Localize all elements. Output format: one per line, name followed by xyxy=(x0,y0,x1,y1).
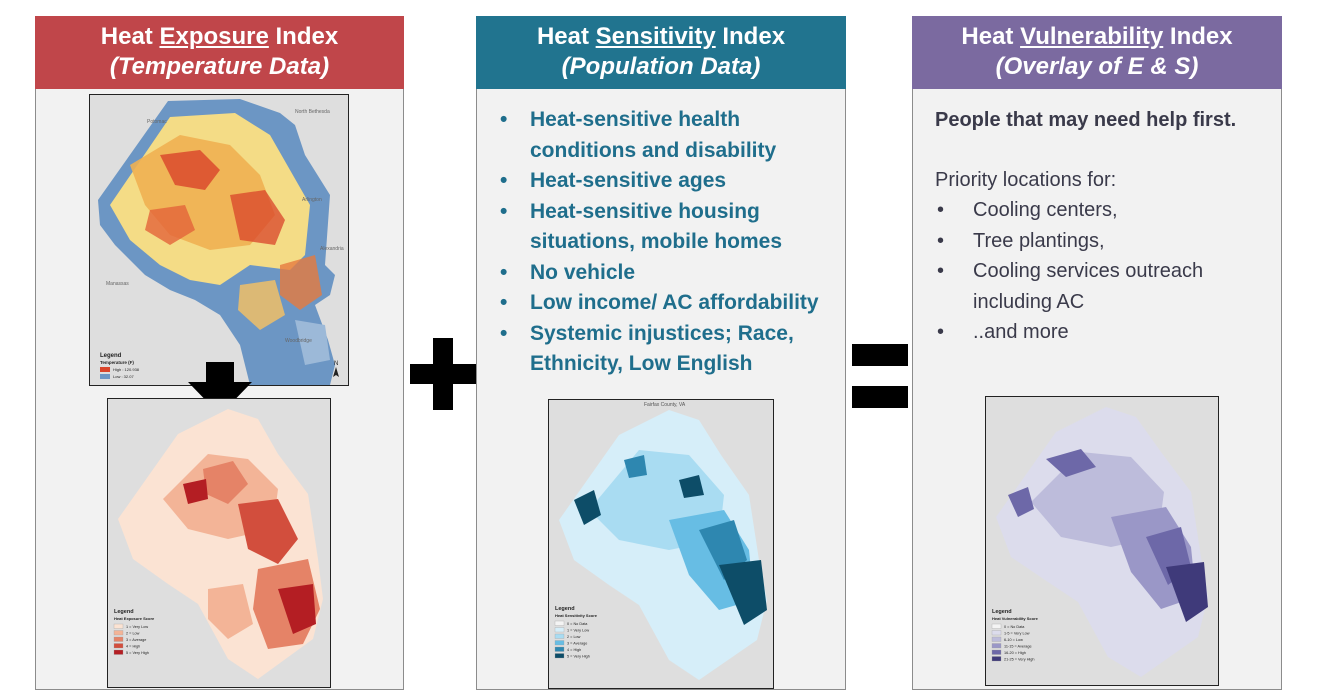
legend-swatch xyxy=(113,623,124,629)
list-item: Cooling centers, xyxy=(935,195,1265,226)
legend-label: 3 = Average xyxy=(126,638,146,642)
legend-swatch xyxy=(991,649,1002,655)
list-item: ..and more xyxy=(935,317,1265,348)
legend-label: 4 = High xyxy=(126,645,140,649)
temperature-map: Potomac North Bethesda Arlington Alexand… xyxy=(89,94,349,386)
legend-swatch xyxy=(113,630,124,636)
legend-swatch xyxy=(554,620,565,626)
sensitivity-header: Heat Sensitivity Index (Population Data) xyxy=(476,16,846,89)
vulnerability-legend-subtitle: Heat Vulnerability Score xyxy=(992,616,1039,621)
exposure-legend-title: Legend xyxy=(114,609,134,615)
list-item: Heat-sensitive ages xyxy=(497,166,842,197)
place-label-potomac: Potomac xyxy=(147,119,167,125)
list-item: No vehicle xyxy=(497,258,842,289)
plus-icon-bar xyxy=(410,364,476,384)
vulnerability-subtitle: (Overlay of E & S) xyxy=(995,53,1199,80)
legend-label: 4 = High xyxy=(567,648,581,652)
legend-label: 6-10 = Low xyxy=(1004,638,1023,642)
list-item: Cooling services outreach including AC xyxy=(935,256,1265,317)
legend-label: 21-25 = Very High xyxy=(1004,658,1035,662)
legend-swatch xyxy=(554,646,565,652)
place-label-north-bethesda: North Bethesda xyxy=(295,109,330,115)
legend-label: 1-5 = Very Low xyxy=(1004,632,1030,636)
exposure-legend-items: 1 = Very Low 2 = Low 3 = Average 4 = High 5 … xyxy=(113,623,149,655)
legend-label: 16-20 = High xyxy=(1004,651,1026,655)
exposure-header: Heat Exposure Index (Temperature Data) xyxy=(35,16,404,89)
list-item: Heat-sensitive health conditions and dis… xyxy=(497,105,842,166)
place-label-manassas: Manassas xyxy=(106,281,129,287)
list-item: Tree plantings, xyxy=(935,226,1265,257)
sensitivity-map-title: Fairfax County, VA xyxy=(644,402,686,408)
legend-label: 3 = Average xyxy=(567,642,587,646)
legend-label: 11-15 = Average xyxy=(1004,645,1032,649)
list-item: Systemic injustices; Race, Ethnicity, Lo… xyxy=(497,319,842,380)
vulnerability-map: Legend Heat Vulnerability Score 0 = No D… xyxy=(985,396,1219,686)
sensitivity-subtitle: (Population Data) xyxy=(561,53,761,80)
priority-list: Cooling centers, Tree plantings, Cooling… xyxy=(935,195,1265,348)
vulnerability-lead: People that may need help first. xyxy=(935,109,1237,131)
temperature-low-label: Low : 32.07 xyxy=(113,374,134,379)
legend-swatch xyxy=(991,630,1002,636)
vulnerability-legend-title: Legend xyxy=(992,609,1012,615)
vulnerability-legend-items: 0 = No Data 1-5 = Very Low 6-10 = Low 11-15… xyxy=(991,623,1035,662)
legend-swatch xyxy=(554,640,565,646)
sensitivity-keyword: Sensitivity xyxy=(595,23,716,50)
equals-icon-bar xyxy=(852,386,908,408)
legend-swatch xyxy=(554,627,565,633)
north-arrow-icon: N xyxy=(334,361,338,367)
vulnerability-header: Heat Vulnerability Index (Overlay of E &… xyxy=(912,16,1282,89)
equals-icon xyxy=(852,344,908,366)
sensitivity-legend-title: Legend xyxy=(555,606,575,612)
sensitivity-map: Fairfax County, VA Legend Heat Sensitivi… xyxy=(548,399,774,689)
exposure-legend-subtitle: Heat Exposure Score xyxy=(114,616,155,621)
legend-label: 5 = Very High xyxy=(567,655,590,659)
legend-label: 5 = Very High xyxy=(126,651,149,655)
legend-label: 2 = Low xyxy=(126,632,140,636)
legend-label: 1 = Very Low xyxy=(567,629,589,633)
sensitivity-legend-subtitle: Heat Sensitivity Score xyxy=(555,613,598,618)
temperature-legend-subtitle: Temperature (F) xyxy=(100,360,134,365)
temperature-high-label: High : 120.938 xyxy=(113,367,140,372)
legend-swatch xyxy=(991,656,1002,662)
place-label-alexandria: Alexandria xyxy=(320,246,344,252)
place-label-arlington: Arlington xyxy=(302,197,322,203)
legend-swatch xyxy=(113,643,124,649)
legend-swatch xyxy=(554,633,565,639)
legend-swatch xyxy=(554,653,565,659)
priority-label: Priority locations for: xyxy=(935,169,1117,191)
list-item: Heat-sensitive housing situations, mobil… xyxy=(497,197,842,258)
legend-swatch xyxy=(113,649,124,655)
legend-swatch xyxy=(113,636,124,642)
down-arrow-icon xyxy=(188,362,252,415)
exposure-subtitle: (Temperature Data) xyxy=(109,53,330,80)
temperature-legend-title: Legend xyxy=(100,353,122,359)
sensitivity-factor-list: Heat-sensitive health conditions and dis… xyxy=(497,105,842,380)
vulnerability-keyword: Vulnerability xyxy=(1020,23,1164,50)
north-arrow-shape xyxy=(333,367,339,377)
legend-swatch xyxy=(991,643,1002,649)
legend-swatch xyxy=(991,636,1002,642)
exposure-keyword: Exposure xyxy=(159,23,269,50)
legend-swatch-low xyxy=(100,374,110,379)
legend-label: 1 = Very Low xyxy=(126,625,148,629)
legend-swatch-high xyxy=(100,367,110,372)
exposure-map: Legend Heat Exposure Score 1 = Very Low 2… xyxy=(107,398,331,688)
list-item: Low income/ AC affordability xyxy=(497,288,842,319)
place-label-woodbridge: Woodbridge xyxy=(285,338,312,344)
legend-label: 2 = Low xyxy=(567,635,581,639)
sensitivity-legend-items: 0 = No Data 1 = Very Low 2 = Low 3 = Averag… xyxy=(554,620,590,659)
legend-label: 0 = No Data xyxy=(567,622,588,626)
legend-swatch xyxy=(991,623,1002,629)
legend-label: 0 = No Data xyxy=(1004,625,1025,629)
